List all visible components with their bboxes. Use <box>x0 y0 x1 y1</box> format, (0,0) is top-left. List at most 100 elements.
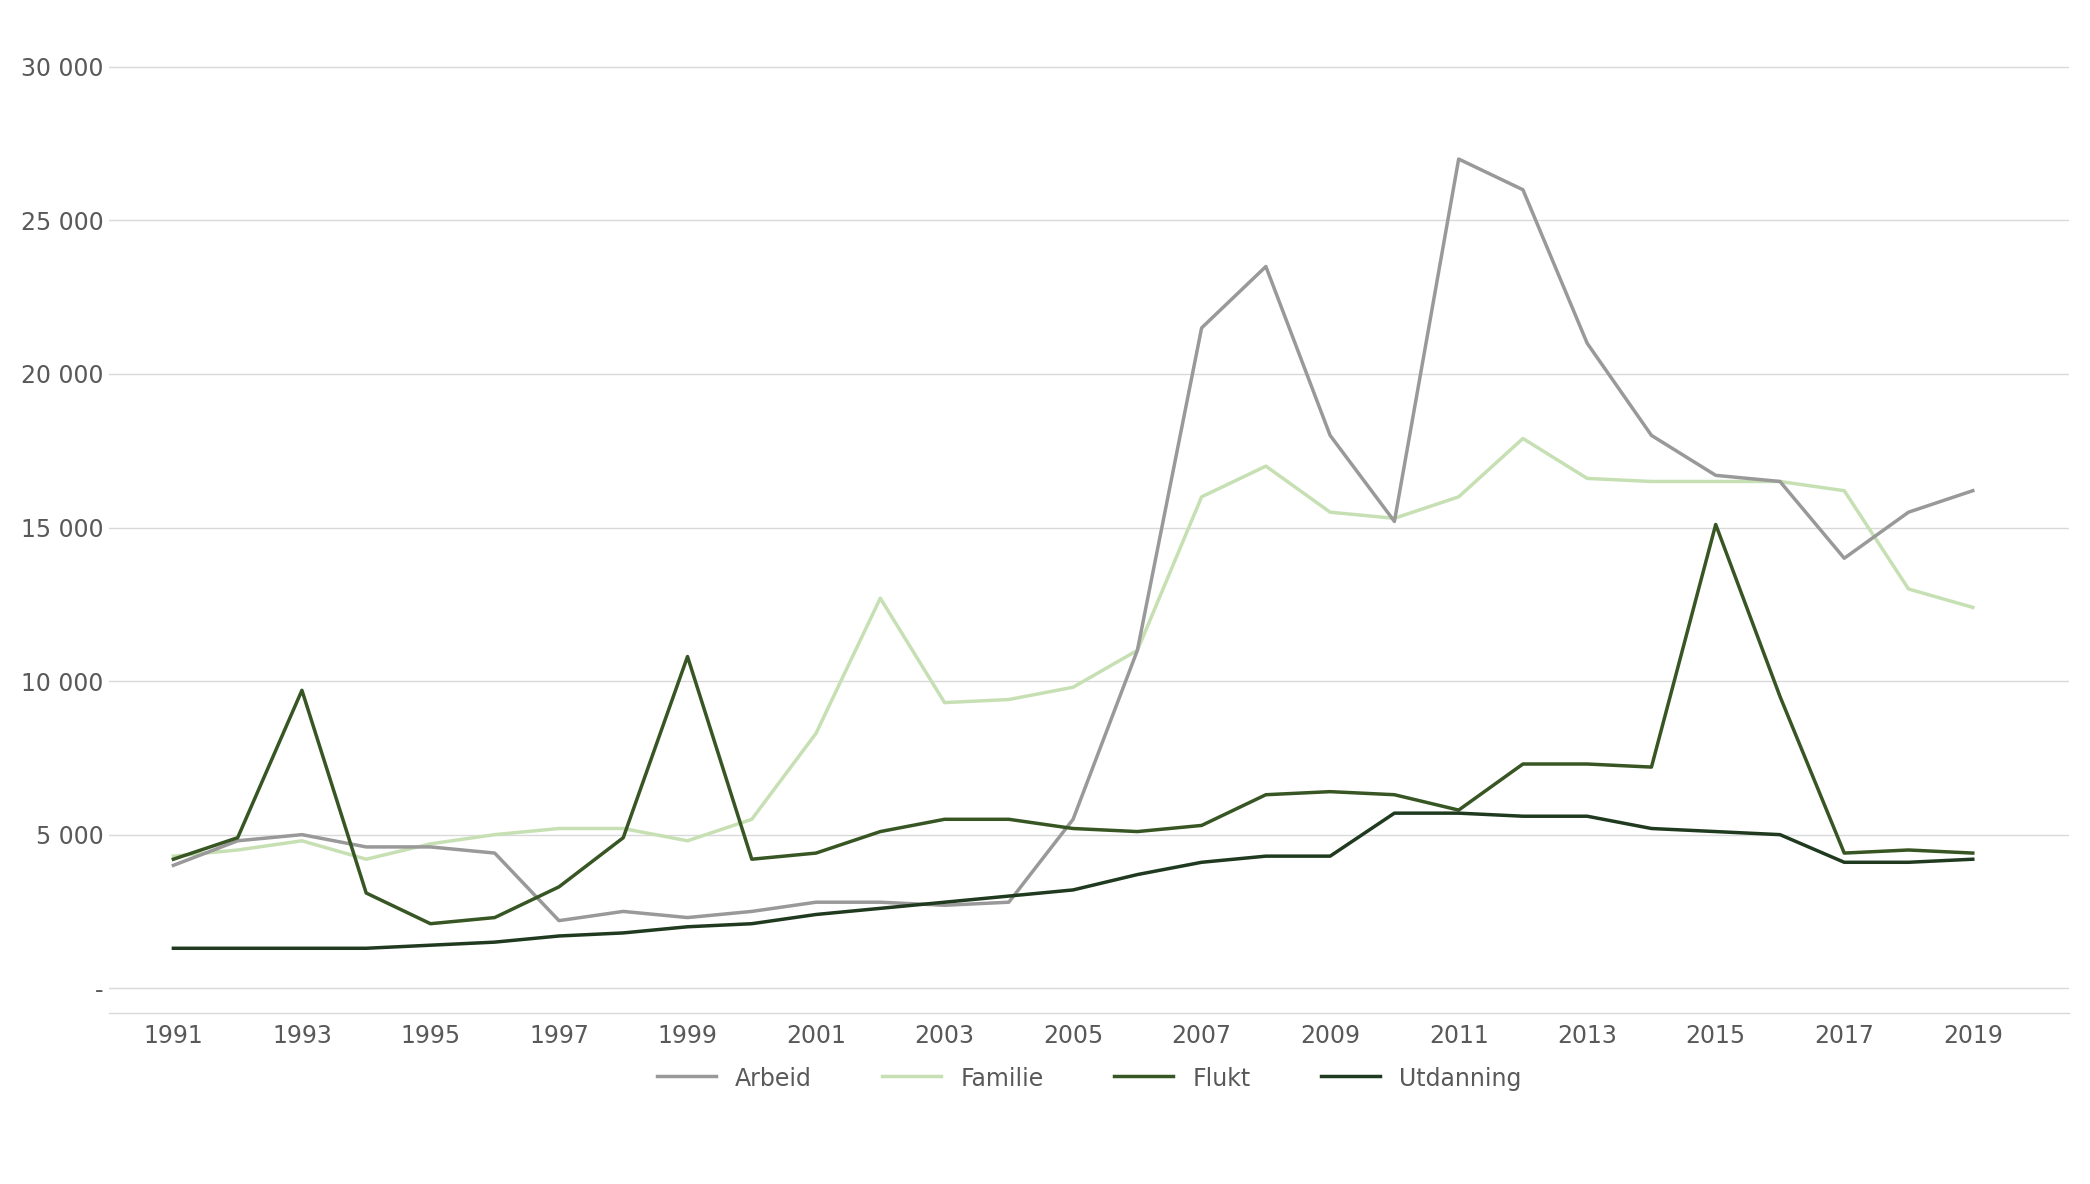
Line: Utdanning: Utdanning <box>173 813 1973 948</box>
Familie <box>353 852 378 867</box>
Arbeid <box>610 905 635 919</box>
Arbeid <box>1896 506 1921 520</box>
Line: Familie: Familie <box>173 438 1973 860</box>
Line: Flukt: Flukt <box>173 525 1973 924</box>
Arbeid <box>353 839 378 854</box>
Arbeid <box>1639 429 1664 443</box>
Utdanning <box>1639 822 1664 836</box>
Familie <box>418 837 443 851</box>
Flukt <box>1446 803 1471 817</box>
Utdanning <box>1381 806 1407 821</box>
Utdanning <box>1124 868 1150 882</box>
Utdanning <box>867 901 892 915</box>
Arbeid <box>803 895 828 909</box>
Arbeid <box>740 905 765 919</box>
Arbeid <box>1381 514 1407 528</box>
Utdanning <box>1703 824 1728 838</box>
Familie <box>545 822 571 836</box>
Utdanning <box>932 895 957 909</box>
Arbeid <box>1060 812 1085 826</box>
Arbeid <box>418 839 443 854</box>
Flukt <box>610 831 635 845</box>
Flukt <box>226 831 251 845</box>
Utdanning <box>1317 849 1342 863</box>
Flukt <box>1254 787 1279 802</box>
Utdanning <box>740 916 765 931</box>
Arbeid <box>483 847 508 861</box>
Familie <box>867 591 892 605</box>
Flukt <box>803 847 828 861</box>
Flukt <box>353 886 378 900</box>
Flukt <box>418 916 443 931</box>
Flukt <box>1768 689 1793 703</box>
Arbeid <box>161 858 186 873</box>
Arbeid <box>1124 643 1150 657</box>
Flukt <box>932 812 957 826</box>
Utdanning <box>997 889 1022 903</box>
Arbeid <box>1768 475 1793 489</box>
Flukt <box>1574 757 1599 771</box>
Legend: Arbeid, Familie, Flukt, Utdanning: Arbeid, Familie, Flukt, Utdanning <box>648 1056 1532 1100</box>
Utdanning <box>1896 855 1921 869</box>
Flukt <box>545 880 571 894</box>
Flukt <box>1124 824 1150 838</box>
Familie <box>1896 581 1921 596</box>
Familie <box>288 834 314 848</box>
Familie <box>1381 511 1407 526</box>
Familie <box>803 726 828 740</box>
Utdanning <box>610 926 635 940</box>
Flukt <box>1381 787 1407 802</box>
Utdanning <box>1511 809 1536 823</box>
Familie <box>1831 483 1856 497</box>
Utdanning <box>1574 809 1599 823</box>
Arbeid <box>1960 483 1985 497</box>
Flukt <box>867 824 892 838</box>
Familie <box>1254 459 1279 474</box>
Familie <box>1446 490 1471 504</box>
Familie <box>483 828 508 842</box>
Familie <box>932 695 957 709</box>
Familie <box>1060 680 1085 694</box>
Utdanning <box>226 941 251 955</box>
Arbeid <box>226 834 251 848</box>
Familie <box>675 834 700 848</box>
Flukt <box>997 812 1022 826</box>
Arbeid <box>1189 321 1214 335</box>
Familie <box>1511 431 1536 445</box>
Familie <box>997 693 1022 707</box>
Utdanning <box>483 935 508 950</box>
Familie <box>1189 490 1214 504</box>
Arbeid <box>1703 468 1728 482</box>
Arbeid <box>545 914 571 928</box>
Familie <box>1639 475 1664 489</box>
Utdanning <box>353 941 378 955</box>
Flukt <box>1831 847 1856 861</box>
Flukt <box>1639 760 1664 774</box>
Utdanning <box>1189 855 1214 869</box>
Familie <box>740 812 765 826</box>
Arbeid <box>288 828 314 842</box>
Flukt <box>1896 843 1921 857</box>
Flukt <box>1317 785 1342 799</box>
Utdanning <box>161 941 186 955</box>
Flukt <box>1511 757 1536 771</box>
Arbeid <box>932 899 957 913</box>
Utdanning <box>1831 855 1856 869</box>
Utdanning <box>545 929 571 944</box>
Utdanning <box>803 907 828 921</box>
Utdanning <box>1060 883 1085 897</box>
Flukt <box>288 683 314 697</box>
Arbeid <box>1446 152 1471 166</box>
Utdanning <box>1960 852 1985 867</box>
Utdanning <box>1768 828 1793 842</box>
Flukt <box>161 852 186 867</box>
Familie <box>1574 471 1599 485</box>
Familie <box>226 843 251 857</box>
Familie <box>161 849 186 863</box>
Utdanning <box>675 920 700 934</box>
Arbeid <box>1254 259 1279 274</box>
Flukt <box>740 852 765 867</box>
Arbeid <box>675 910 700 925</box>
Familie <box>1703 475 1728 489</box>
Flukt <box>1703 517 1728 532</box>
